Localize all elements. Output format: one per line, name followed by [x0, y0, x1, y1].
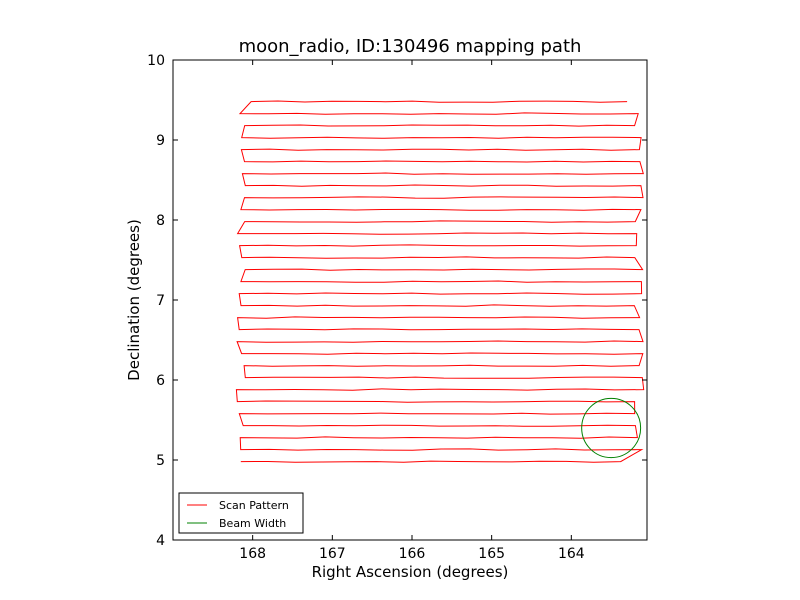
- x-axis-label: Right Ascension (degrees): [312, 563, 509, 581]
- beam-width-series: [581, 397, 642, 459]
- legend-scan-label: Scan Pattern: [219, 499, 289, 512]
- y-tick-label: 5: [156, 453, 165, 469]
- legend-beam-label: Beam Width: [219, 517, 286, 530]
- y-tick-label: 10: [147, 53, 165, 69]
- beam-width-circle: [581, 397, 642, 459]
- y-tick-label: 7: [156, 293, 165, 309]
- legend: Scan Pattern Beam Width: [178, 492, 304, 534]
- y-axis-label: Declination (degrees): [125, 219, 143, 381]
- x-tick-label: 164: [558, 546, 585, 562]
- scan-pattern-series: [235, 100, 645, 463]
- y-tick-label: 4: [156, 533, 165, 549]
- x-tick-label: 168: [239, 546, 266, 562]
- y-axis: 4 5 6 7 8 9 10: [147, 53, 647, 549]
- x-tick-label: 167: [319, 546, 346, 562]
- scan-pattern-line: [235, 100, 645, 463]
- x-axis: 168 167 166 165 164: [239, 60, 585, 562]
- legend-box: [178, 492, 304, 534]
- y-tick-label: 8: [156, 213, 165, 229]
- x-tick-label: 166: [399, 546, 426, 562]
- y-tick-label: 6: [156, 373, 165, 389]
- chart-title: moon_radio, ID:130496 mapping path: [239, 36, 582, 57]
- x-tick-label: 165: [478, 546, 505, 562]
- y-tick-label: 9: [156, 133, 165, 149]
